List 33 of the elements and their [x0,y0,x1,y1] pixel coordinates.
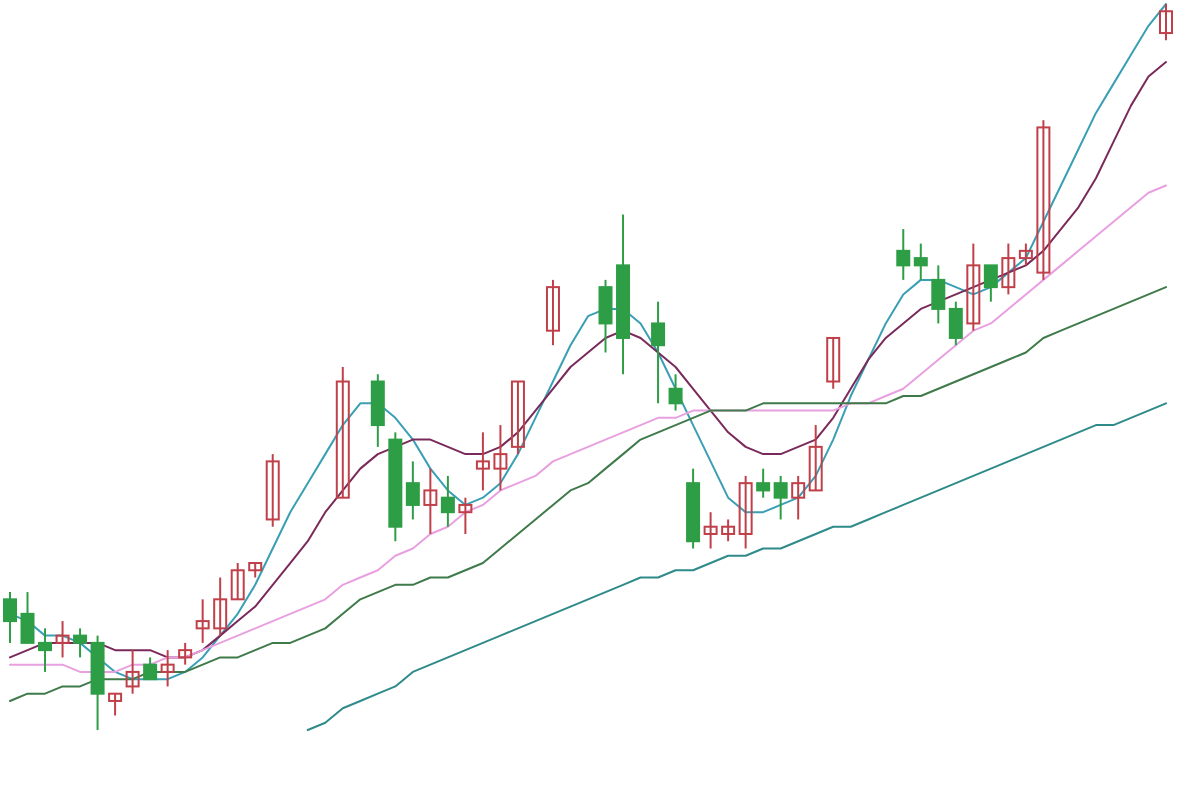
candlestick [370,373,385,448]
candlestick [651,300,666,405]
candlestick [948,300,963,347]
candlestick [423,467,438,535]
candlestick [73,627,88,659]
candlestick [738,474,753,550]
candlestick [265,453,280,528]
candlestick [440,474,455,528]
candlestick [335,366,350,499]
candlestick [3,591,17,644]
candlestick [545,278,560,347]
candlestick [108,692,123,717]
candlestick [756,467,771,499]
candlestick [125,649,140,695]
candlestick [896,228,911,281]
candlestick [1001,242,1016,296]
candlestick [791,474,806,521]
candlestick [510,380,525,456]
candlestick [808,424,823,492]
candlestick [458,496,473,535]
candlestick [55,620,70,659]
candlestick [931,264,946,325]
candlestick [826,336,841,390]
candlestick [983,264,998,303]
candlestick [913,242,928,281]
candlestick [160,649,175,688]
candlestick [773,474,788,521]
candlestick [668,373,683,412]
candlestick [143,656,158,681]
candlestick [405,460,420,521]
candlestick [178,641,193,666]
candlestick [1159,3,1173,42]
candlestick [966,242,981,332]
